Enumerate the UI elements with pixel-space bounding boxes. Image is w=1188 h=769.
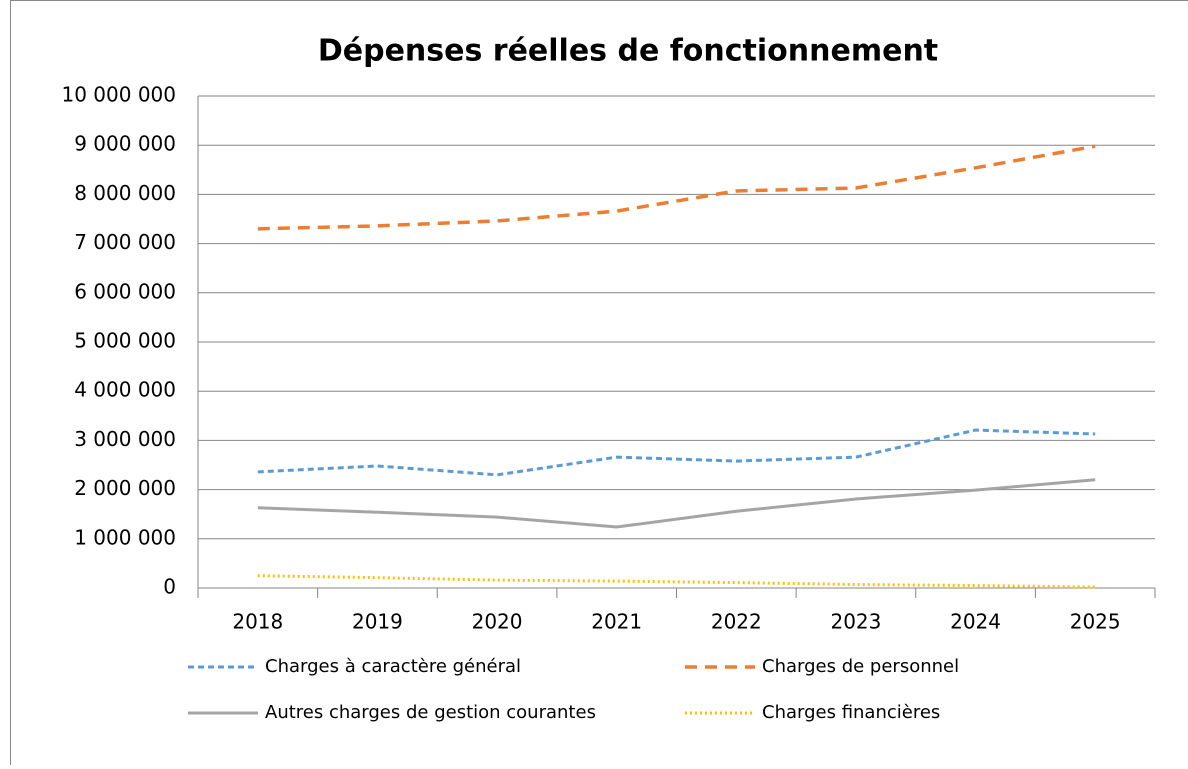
chart-title: Dépenses réelles de fonctionnement [318,34,938,69]
x-tick-label: 2020 [472,610,523,634]
x-tick-label: 2022 [711,610,762,634]
y-tick-label: 10 000 000 [61,83,176,107]
x-tick-label: 2021 [591,610,642,634]
y-tick-label: 6 000 000 [74,279,176,303]
x-tick-label: 2024 [950,610,1001,634]
legend-label: Charges à caractère général [265,656,521,677]
y-tick-label: 7 000 000 [74,230,176,254]
x-tick-label: 2018 [232,610,283,634]
y-tick-label: 8 000 000 [74,181,176,205]
y-tick-label: 2 000 000 [74,476,176,500]
legend-label: Charges financières [762,702,940,723]
legend-label: Autres charges de gestion courantes [265,702,596,723]
x-tick-label: 2023 [830,610,881,634]
y-tick-label: 5 000 000 [74,329,176,353]
y-tick-label: 3 000 000 [74,427,176,451]
y-tick-label: 0 [163,575,176,599]
x-tick-label: 2025 [1070,610,1121,634]
x-tick-label: 2019 [352,610,403,634]
legend-label: Charges de personnel [762,656,959,677]
y-tick-label: 1 000 000 [74,525,176,549]
chart-frame [11,1,1188,766]
y-tick-label: 9 000 000 [74,132,176,156]
y-tick-label: 4 000 000 [74,378,176,402]
